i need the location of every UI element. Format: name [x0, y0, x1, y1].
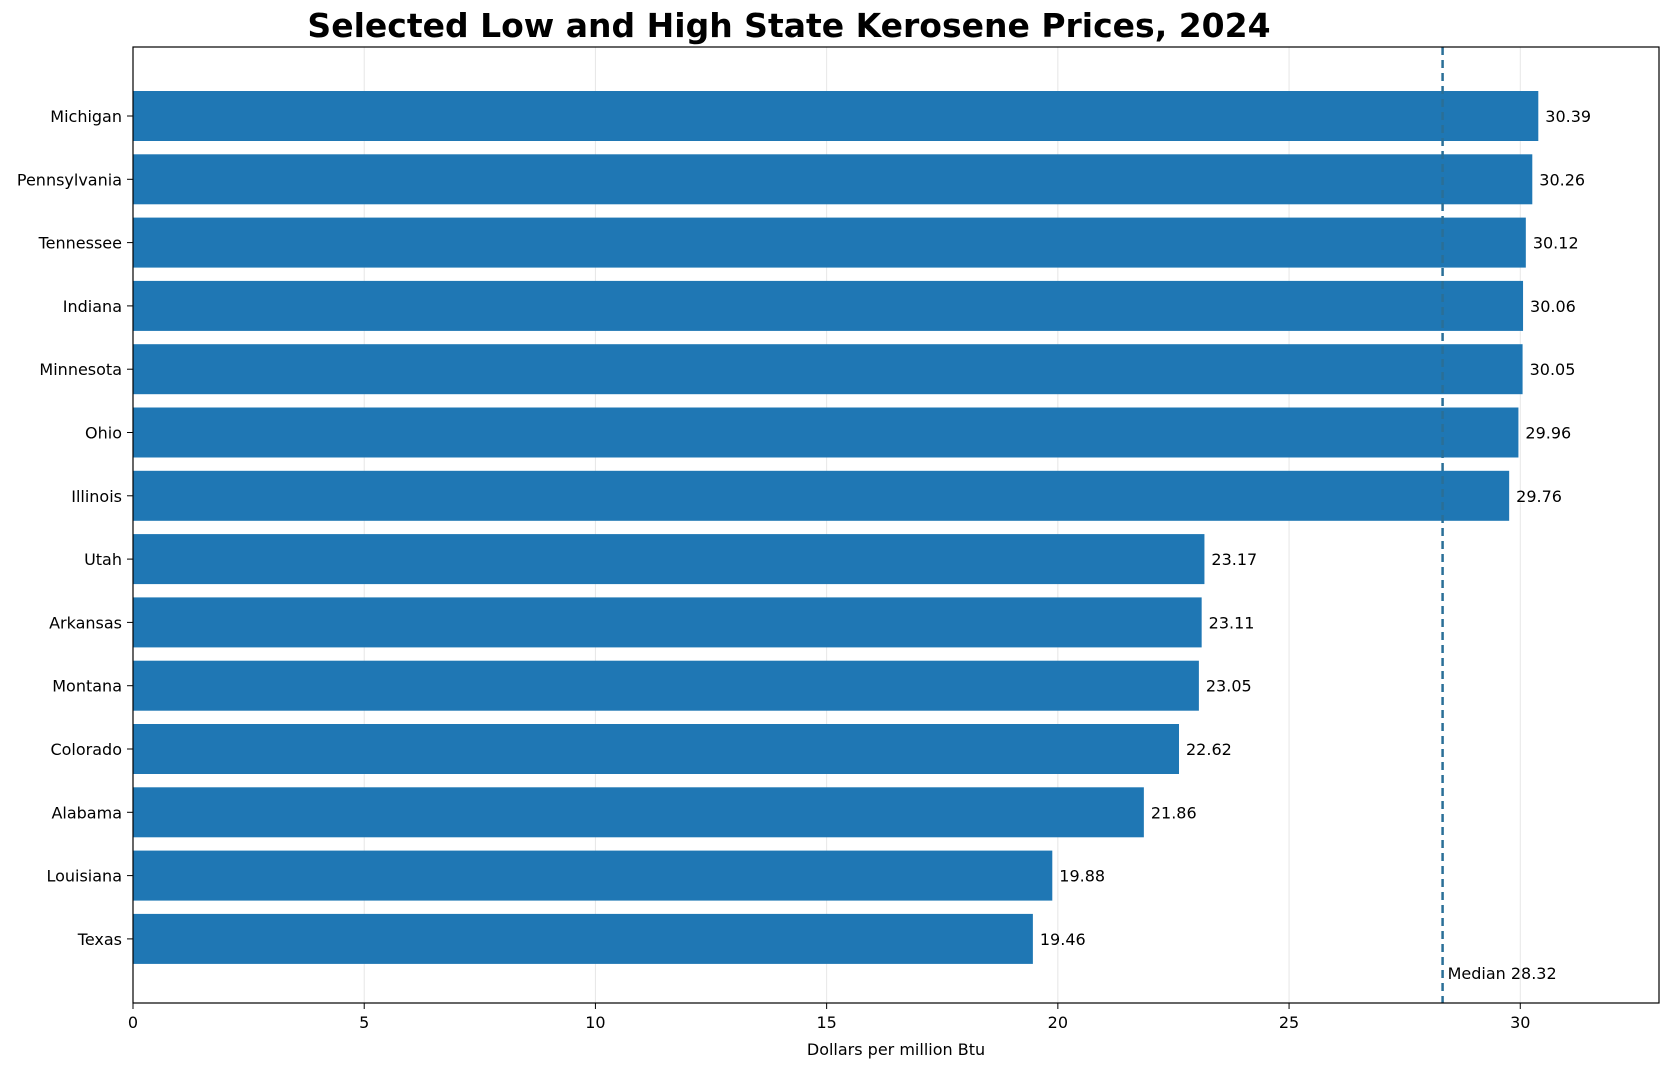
- x-tick-label: 25: [1279, 1013, 1299, 1032]
- bar: [133, 597, 1202, 648]
- median-reference: Median 28.32: [1441, 47, 1557, 1003]
- bar: [133, 534, 1205, 585]
- value-label: 30.06: [1530, 297, 1576, 316]
- category-label: Arkansas: [49, 613, 122, 632]
- x-tick-label: 30: [1510, 1013, 1530, 1032]
- value-label: 29.76: [1516, 487, 1562, 506]
- category-label: Alabama: [51, 803, 122, 822]
- x-tick-label: 0: [128, 1013, 138, 1032]
- chart-title: Selected Low and High State Kerosene Pri…: [307, 6, 1270, 45]
- bar: [133, 660, 1199, 711]
- value-label: 30.26: [1539, 170, 1585, 189]
- category-label: Pennsylvania: [17, 170, 122, 189]
- x-axis-label: Dollars per million Btu: [807, 1040, 985, 1059]
- value-label: 19.88: [1059, 867, 1105, 886]
- bar: [133, 470, 1510, 521]
- bar: [133, 217, 1526, 268]
- value-label: 30.05: [1530, 360, 1576, 379]
- bar: [133, 407, 1519, 458]
- category-label: Ohio: [85, 424, 122, 443]
- value-label: 23.11: [1209, 613, 1255, 632]
- category-label: Texas: [77, 930, 122, 949]
- category-label: Michigan: [50, 107, 122, 126]
- plot-frame: [132, 46, 1660, 1004]
- bar: [133, 850, 1053, 901]
- category-label: Indiana: [63, 297, 122, 316]
- bar: [133, 724, 1180, 774]
- x-tick-label: 5: [359, 1013, 369, 1032]
- x-tick-label: 10: [585, 1013, 605, 1032]
- category-label: Colorado: [50, 740, 122, 759]
- gridlines: [132, 47, 1521, 1003]
- category-label: Illinois: [71, 487, 122, 506]
- value-label: 23.17: [1211, 550, 1257, 569]
- value-label: 19.46: [1040, 930, 1086, 949]
- median-label: Median 28.32: [1448, 964, 1557, 983]
- category-label: Louisiana: [46, 867, 122, 886]
- bars: 30.39 30.26 30.12 30.06 30.05 29.96 29.76 23.17…: [133, 91, 1591, 964]
- bar: [133, 280, 1524, 331]
- x-tick-label: 20: [1048, 1013, 1068, 1032]
- axes: 0 5 10 15 20 25 30 Michigan Pennsylvania Tennesse…: [17, 107, 1531, 1032]
- bar: [133, 913, 1033, 964]
- value-label: 29.96: [1525, 424, 1571, 443]
- bar: [133, 787, 1144, 838]
- category-label: Montana: [52, 677, 122, 696]
- value-label: 22.62: [1186, 740, 1232, 759]
- bar: [133, 91, 1539, 141]
- category-label: Tennessee: [38, 234, 122, 253]
- bar: [133, 154, 1533, 205]
- x-tick-label: 15: [816, 1013, 836, 1032]
- category-label: Utah: [84, 550, 122, 569]
- value-label: 23.05: [1206, 677, 1252, 696]
- value-label: 30.39: [1545, 107, 1591, 126]
- bar: [133, 344, 1523, 395]
- value-label: 21.86: [1151, 803, 1197, 822]
- category-label: Minnesota: [39, 360, 122, 379]
- value-label: 30.12: [1533, 234, 1579, 253]
